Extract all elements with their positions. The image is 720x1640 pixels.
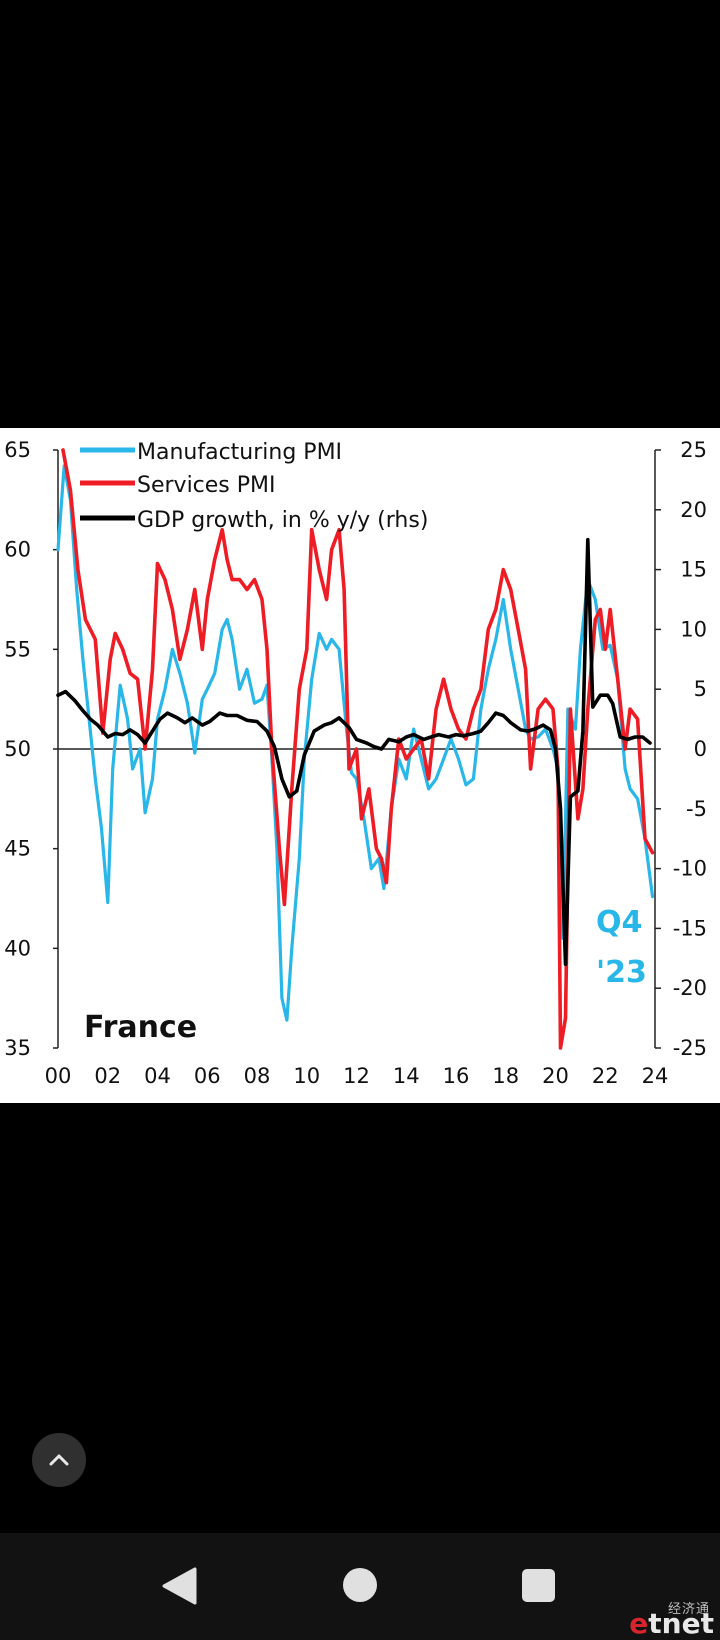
y-left-tick-label: 65 <box>4 438 31 462</box>
series-lines <box>56 448 655 1050</box>
x-tick-label: 18 <box>492 1064 519 1088</box>
x-tick-label: 02 <box>94 1064 121 1088</box>
chart-panel: 65 60 55 50 45 40 35 25 20 15 10 5 0 -5 -10 -15 -20 -25 00… <box>0 428 720 1103</box>
legend-entry-services: Services PMI <box>80 473 276 498</box>
y-right-tick-label: -20 <box>673 976 707 1000</box>
y-right-tick-label: 10 <box>680 617 707 641</box>
y-left-tick-label: 50 <box>4 737 31 761</box>
y-right-tick-label: 25 <box>680 438 707 462</box>
x-tick-label: 12 <box>343 1064 370 1088</box>
y-right-tick-label: 5 <box>694 677 707 701</box>
series-line-services-pmi <box>61 448 655 1050</box>
annotation-year: '23 <box>596 955 647 990</box>
legend-label-gdp: GDP growth, in % y/y (rhs) <box>137 508 428 533</box>
x-tick-label: 08 <box>244 1064 271 1088</box>
x-tick-label: 16 <box>443 1064 470 1088</box>
x-tick-label: 06 <box>194 1064 221 1088</box>
nav-home-button[interactable] <box>343 1568 377 1602</box>
y-right-tick-label: 15 <box>680 558 707 582</box>
x-tick-label: 04 <box>144 1064 171 1088</box>
back-triangle-icon <box>162 1567 197 1605</box>
legend-entry-manufacturing: Manufacturing PMI <box>80 440 342 465</box>
y-left-tick-label: 35 <box>4 1036 31 1060</box>
watermark-small-text: 经济通 <box>667 1602 710 1617</box>
country-label: France <box>84 1010 197 1045</box>
legend-label-manufacturing: Manufacturing PMI <box>137 440 342 465</box>
y-left-tick-label: 45 <box>4 837 31 861</box>
nav-back-button[interactable] <box>160 1566 200 1606</box>
legend-entry-gdp: GDP growth, in % y/y (rhs) <box>80 508 428 533</box>
nav-recents-button[interactable] <box>522 1569 555 1602</box>
y-right-tick-label: -10 <box>673 857 707 881</box>
scroll-to-top-button[interactable] <box>32 1433 86 1487</box>
x-tick-label: 20 <box>542 1064 569 1088</box>
chart-svg: 656055504540352520151050-5-10-15-20-2500… <box>4 438 707 1088</box>
y-right-tick-label: -25 <box>673 1036 707 1060</box>
legend: Manufacturing PMI Services PMI GDP growt… <box>80 440 428 533</box>
x-tick-label: 10 <box>293 1064 320 1088</box>
annotation-quarter: Q4 <box>596 905 642 940</box>
x-tick-label: 24 <box>642 1064 669 1088</box>
watermark-logo-text: etnet <box>629 1607 714 1640</box>
y-right-tick-label: 20 <box>680 498 707 522</box>
x-tick-label: 22 <box>592 1064 619 1088</box>
navigation-bar: 经济通 etnet <box>0 1533 720 1640</box>
axes: 656055504540352520151050-5-10-15-20-2500… <box>4 438 707 1088</box>
etnet-watermark-logo: 经济通 etnet <box>626 1598 716 1638</box>
y-right-tick-label: -15 <box>673 916 707 940</box>
y-left-tick-label: 55 <box>4 637 31 661</box>
series-line-gdp-growth <box>56 537 652 967</box>
legend-label-services: Services PMI <box>137 473 276 498</box>
y-left-tick-label: 60 <box>4 538 31 562</box>
y-right-tick-label: -5 <box>686 797 707 821</box>
y-right-tick-label: 0 <box>694 737 707 761</box>
chevron-up-icon <box>49 1454 69 1466</box>
y-left-tick-label: 40 <box>4 936 31 960</box>
x-tick-label: 14 <box>393 1064 420 1088</box>
x-tick-label: 00 <box>45 1064 72 1088</box>
